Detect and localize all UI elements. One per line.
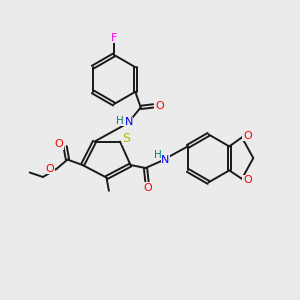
Text: F: F <box>111 33 117 43</box>
Text: H: H <box>154 150 162 160</box>
Text: H: H <box>116 116 124 126</box>
Text: O: O <box>243 175 252 185</box>
Text: O: O <box>46 164 55 174</box>
Text: S: S <box>123 131 130 145</box>
Text: O: O <box>143 183 152 193</box>
Text: O: O <box>55 139 64 149</box>
Text: O: O <box>155 101 164 111</box>
Text: O: O <box>243 131 252 141</box>
Text: N: N <box>124 117 133 128</box>
Text: N: N <box>161 155 170 165</box>
